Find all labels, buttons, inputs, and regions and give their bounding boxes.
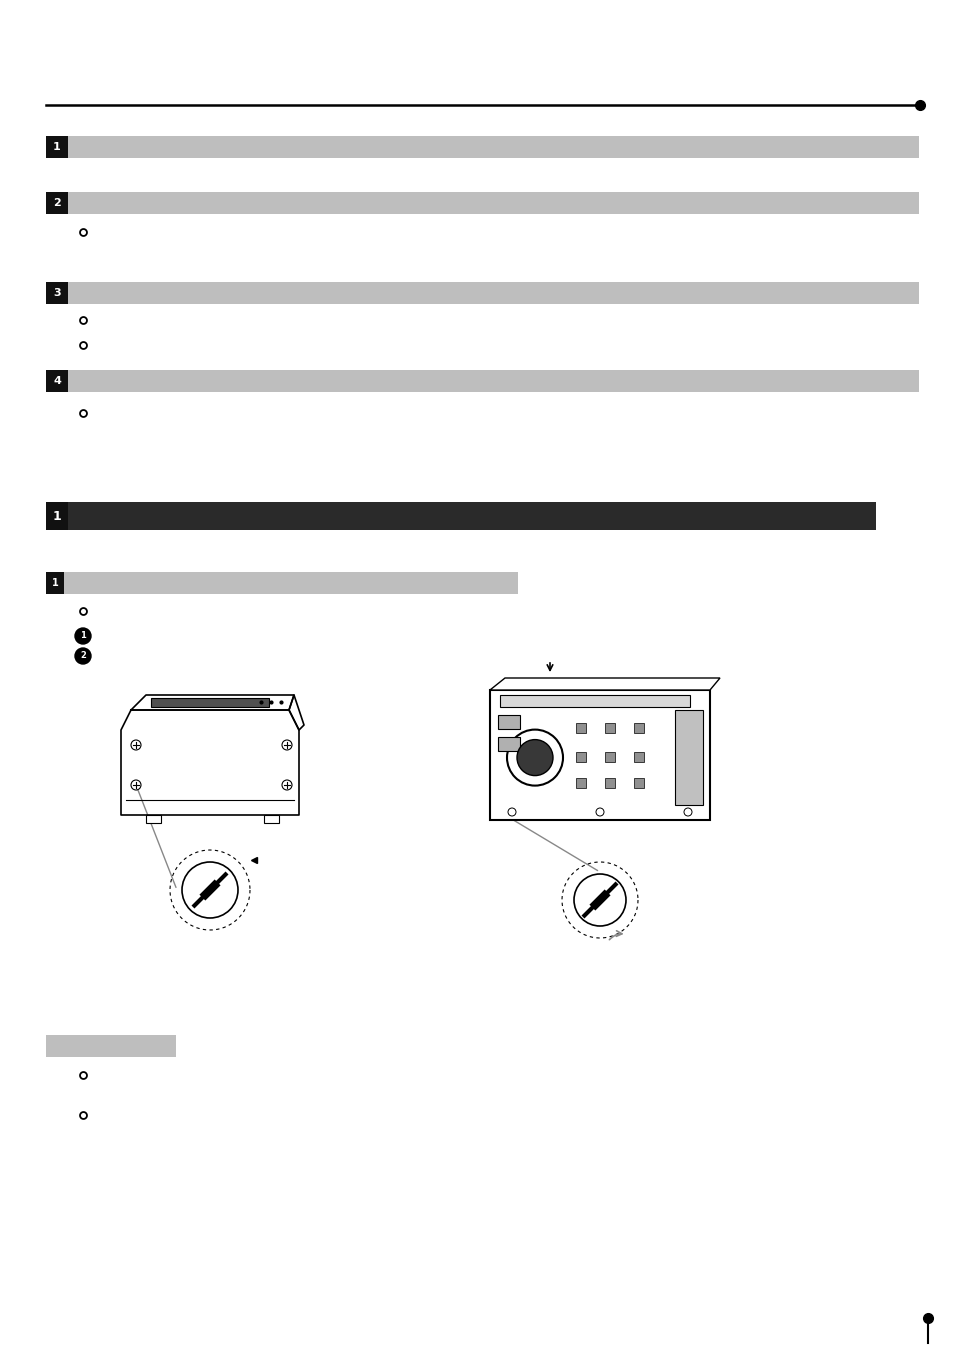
- Bar: [604, 723, 615, 734]
- Bar: [576, 723, 586, 734]
- Bar: [46, 282, 918, 304]
- Text: 4: 4: [53, 376, 61, 386]
- Bar: [499, 694, 689, 707]
- Circle shape: [182, 862, 237, 917]
- Circle shape: [574, 874, 625, 925]
- Text: 1: 1: [80, 631, 86, 640]
- Bar: [46, 370, 68, 392]
- Bar: [604, 751, 615, 762]
- Bar: [576, 751, 586, 762]
- Bar: [675, 711, 702, 805]
- Bar: [46, 571, 64, 594]
- Bar: [497, 715, 519, 728]
- Bar: [46, 192, 918, 213]
- Circle shape: [683, 808, 691, 816]
- Bar: [264, 815, 278, 823]
- Bar: [46, 192, 68, 213]
- Bar: [633, 723, 643, 734]
- Circle shape: [506, 730, 562, 785]
- Circle shape: [517, 739, 553, 775]
- Bar: [633, 778, 643, 788]
- Bar: [604, 778, 615, 788]
- Circle shape: [507, 808, 516, 816]
- Bar: [633, 751, 643, 762]
- Bar: [497, 736, 519, 751]
- Bar: [576, 778, 586, 788]
- Bar: [46, 1035, 175, 1056]
- Bar: [46, 571, 517, 594]
- Circle shape: [131, 740, 141, 750]
- Circle shape: [282, 780, 292, 790]
- Text: 2: 2: [80, 651, 86, 661]
- Bar: [146, 815, 161, 823]
- Bar: [46, 370, 918, 392]
- Bar: [46, 503, 875, 530]
- Circle shape: [131, 780, 141, 790]
- Text: 3: 3: [53, 288, 61, 299]
- Text: 1: 1: [53, 142, 61, 153]
- Bar: [151, 698, 269, 707]
- Bar: [490, 690, 709, 820]
- Text: 2: 2: [53, 199, 61, 208]
- Circle shape: [75, 648, 91, 663]
- Circle shape: [75, 628, 91, 644]
- Bar: [46, 503, 68, 530]
- Circle shape: [282, 740, 292, 750]
- Text: 1: 1: [51, 578, 58, 588]
- Bar: [46, 282, 68, 304]
- Text: 1: 1: [52, 509, 61, 523]
- Bar: [46, 136, 68, 158]
- Polygon shape: [490, 678, 720, 690]
- Circle shape: [596, 808, 603, 816]
- Bar: [46, 136, 918, 158]
